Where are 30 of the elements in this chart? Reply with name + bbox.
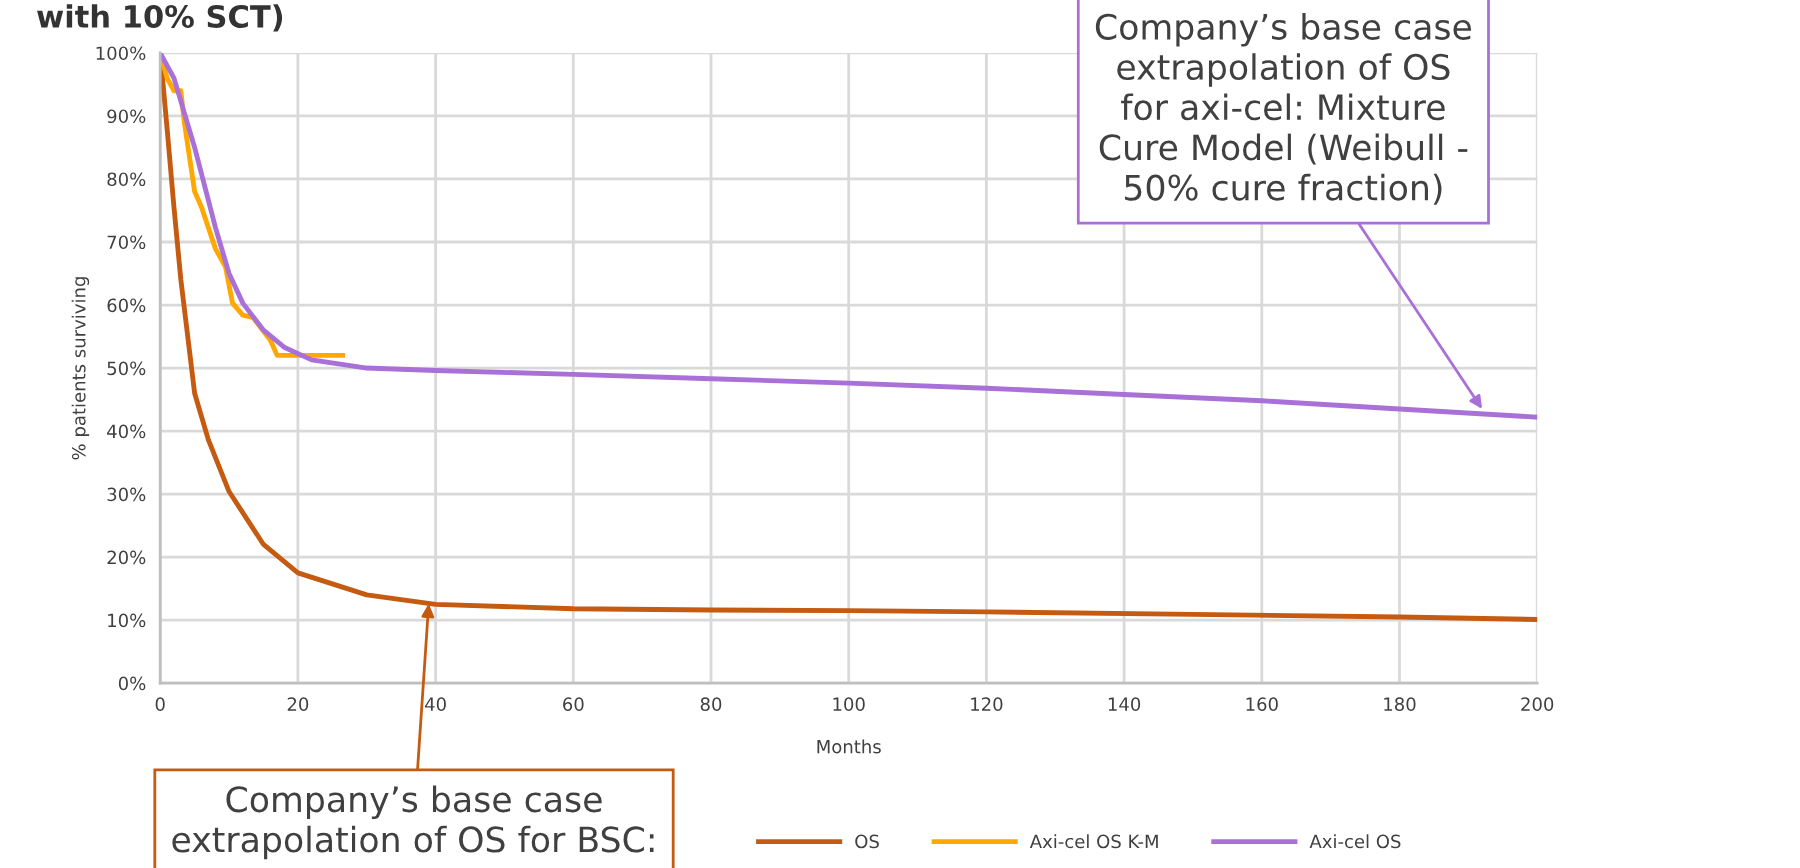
x-tick-label: 80 [700,697,722,711]
x-axis-title: Months [817,739,881,754]
legend-label: Axi-cel OS K-M [1029,834,1158,849]
x-tick-label: 120 [971,697,1003,711]
y-axis-title: % patients surviving [71,277,90,460]
y-tick-label: 100% [96,46,146,61]
x-tick-label: 40 [425,697,446,711]
x-tick-label: 20 [287,697,309,711]
y-tick-label: 60% [107,298,146,313]
x-tick-label: 0 [155,697,165,711]
y-tick-label: 50% [107,361,146,376]
legend-label: Axi-cel OS [1309,834,1401,849]
y-tick-label: 40% [107,424,146,439]
y-tick-label: 70% [107,235,146,250]
annotation: Company’s base case extrapolation of OS for BSC: [172,785,654,860]
legend-label: OS [855,834,879,849]
y-tick-label: 80% [107,172,146,187]
x-tick-label: 200 [1521,697,1554,711]
y-tick-label: 30% [107,487,146,502]
x-tick-label: 160 [1246,697,1278,711]
x-tick-label: 100 [833,697,865,711]
x-tick-label: 140 [1108,697,1141,711]
y-tick-label: 10% [108,613,146,628]
y-tick-label: 0% [118,676,146,691]
x-tick-label: 60 [563,697,584,711]
chart-title: with 10% SCT) [37,4,283,32]
annotation: Company’s base case extrapolation of OS for axi-cel: Mixture Cure Model (Weibull - 50% cure fraction) [1095,13,1472,205]
x-tick-label: 180 [1384,697,1416,711]
y-tick-label: 90% [107,109,146,124]
y-tick-label: 20% [107,550,146,565]
